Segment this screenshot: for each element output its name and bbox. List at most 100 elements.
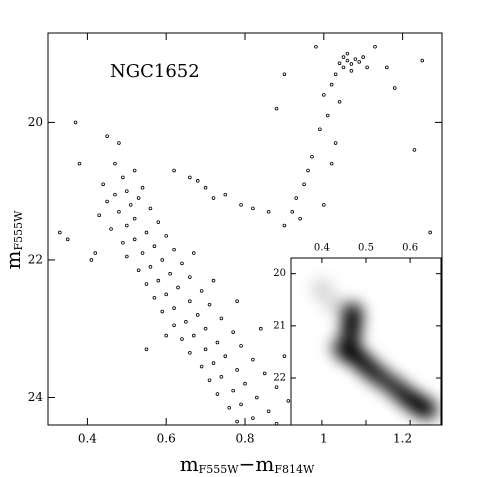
data-point (215, 392, 220, 396)
data-point (211, 196, 216, 200)
data-point (144, 282, 149, 286)
y-tick-label: 20 (28, 115, 43, 129)
data-point (144, 230, 149, 235)
data-point (125, 189, 129, 193)
data-point (152, 295, 157, 300)
data-point (164, 292, 169, 297)
x-tick-label: 0.6 (157, 432, 176, 446)
x-tick-label: 0.5 (358, 243, 374, 254)
data-point (357, 60, 362, 64)
data-point (306, 168, 310, 173)
data-point (373, 44, 377, 49)
data-point (231, 388, 235, 393)
data-point (314, 44, 318, 49)
data-point (345, 51, 350, 56)
data-point (105, 199, 109, 204)
data-point (235, 419, 239, 424)
data-point (132, 216, 137, 221)
data-point (207, 378, 212, 383)
data-point (156, 220, 161, 224)
density-blob (416, 398, 439, 421)
data-point (199, 289, 204, 293)
data-point (136, 196, 141, 200)
data-point (195, 179, 200, 183)
data-point (195, 313, 200, 317)
data-point (302, 182, 306, 187)
data-point (156, 278, 161, 283)
data-point (132, 168, 137, 173)
data-point (223, 192, 228, 197)
data-point (258, 326, 263, 331)
data-point (239, 344, 243, 348)
data-point (211, 361, 216, 365)
x-tick-label: 1.2 (393, 432, 412, 446)
data-point (321, 203, 326, 207)
data-point (148, 206, 153, 211)
data-point (203, 326, 208, 331)
annotation: NGC1652 (110, 61, 200, 82)
data-point (73, 120, 78, 125)
data-point (412, 148, 417, 152)
density-blob (310, 278, 333, 301)
data-point (188, 275, 192, 279)
data-point (353, 57, 358, 61)
data-point (188, 350, 192, 355)
data-point (172, 247, 176, 252)
density-blob (328, 335, 351, 358)
data-point (172, 168, 176, 173)
data-point (282, 72, 287, 77)
data-point (239, 402, 243, 407)
y-tick-label: 22 (28, 252, 43, 266)
data-point (333, 72, 338, 77)
data-point (266, 409, 271, 414)
data-point (282, 223, 287, 228)
y-tick-label: 24 (28, 390, 44, 404)
data-point (337, 99, 342, 104)
data-point (65, 237, 70, 242)
data-point (152, 244, 157, 248)
data-point (274, 106, 279, 111)
y-axis-label: mF555W (1, 210, 26, 270)
density-blur (310, 278, 439, 421)
data-point (203, 185, 208, 190)
data-point (231, 330, 235, 334)
data-point (235, 299, 239, 304)
density-layer (310, 278, 439, 421)
data-point (105, 134, 109, 138)
data-point (180, 261, 184, 266)
data-point (125, 254, 129, 259)
data-point (113, 161, 117, 166)
data-point (219, 375, 224, 379)
data-point (341, 55, 346, 59)
data-point (219, 316, 224, 321)
data-point (215, 340, 220, 345)
data-point (172, 323, 176, 328)
x-tick-label: 0.4 (78, 432, 97, 446)
density-blob (324, 293, 347, 316)
data-point (160, 309, 165, 314)
y-tick-label: 21 (273, 320, 286, 331)
data-point (191, 251, 196, 255)
data-point (77, 161, 82, 166)
data-point (184, 320, 188, 324)
data-point (223, 354, 228, 359)
data-point (121, 175, 125, 180)
y-tick-label: 20 (273, 268, 286, 279)
data-point (93, 251, 98, 255)
data-point (148, 265, 153, 269)
data-point (160, 258, 165, 262)
data-point (188, 299, 192, 304)
x-tick-label: 0.6 (402, 243, 418, 254)
data-point (251, 206, 255, 211)
data-point (325, 113, 330, 118)
data-point (251, 357, 255, 362)
data-point (97, 213, 102, 218)
data-point (337, 61, 342, 66)
data-point (176, 285, 180, 290)
data-point (121, 240, 125, 245)
data-point (290, 210, 295, 214)
data-point (140, 185, 145, 190)
data-point (365, 65, 369, 70)
data-point (132, 237, 137, 242)
